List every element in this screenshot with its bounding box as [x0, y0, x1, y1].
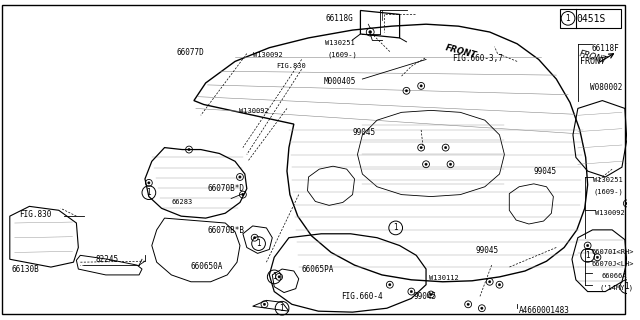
Text: 1: 1: [280, 304, 284, 313]
Circle shape: [420, 147, 422, 149]
Circle shape: [488, 281, 491, 283]
Text: 1: 1: [585, 251, 590, 260]
Circle shape: [263, 303, 266, 306]
Text: FRONT: FRONT: [578, 49, 608, 66]
Circle shape: [425, 163, 428, 165]
Text: ('14MY-): ('14MY-): [600, 285, 634, 291]
Circle shape: [148, 182, 150, 184]
Circle shape: [586, 244, 589, 247]
Text: 99045: 99045: [353, 128, 376, 137]
Bar: [560, 9, 621, 28]
Text: W130251: W130251: [325, 40, 355, 46]
Circle shape: [253, 236, 256, 239]
Circle shape: [626, 202, 628, 204]
Circle shape: [369, 30, 372, 34]
Text: 66070I<RH>: 66070I<RH>: [591, 250, 634, 255]
Text: W130092: W130092: [239, 108, 269, 115]
Text: FIG.660-4: FIG.660-4: [341, 292, 383, 300]
Text: W130092: W130092: [253, 52, 282, 58]
Text: FRONT: FRONT: [444, 43, 477, 60]
Text: W130112: W130112: [429, 275, 459, 281]
Text: (1609-): (1609-): [593, 189, 623, 195]
Text: FRONT: FRONT: [580, 58, 605, 67]
Text: W080002: W080002: [589, 83, 622, 92]
Text: 1: 1: [566, 14, 570, 23]
Circle shape: [430, 293, 432, 296]
Circle shape: [499, 284, 500, 286]
Text: W130092: W130092: [595, 210, 625, 216]
Text: 66066A: 66066A: [602, 273, 627, 279]
Text: FIG.830: FIG.830: [276, 63, 306, 69]
Text: 66070J<LH>: 66070J<LH>: [591, 261, 634, 267]
Text: 66077D: 66077D: [176, 48, 204, 57]
Circle shape: [242, 193, 244, 196]
Text: 66118F: 66118F: [591, 44, 620, 53]
Text: FIG.830: FIG.830: [20, 210, 52, 219]
Circle shape: [410, 290, 413, 293]
Text: 1: 1: [394, 223, 398, 232]
Text: M000405: M000405: [323, 77, 356, 86]
Text: 1: 1: [272, 272, 276, 281]
Text: 82245: 82245: [96, 255, 119, 264]
Circle shape: [405, 90, 408, 92]
Text: 99045: 99045: [413, 292, 436, 300]
Text: W130251: W130251: [593, 177, 622, 183]
Circle shape: [239, 176, 241, 178]
Text: 99045: 99045: [534, 167, 557, 176]
Text: A4660001483: A4660001483: [519, 306, 570, 315]
Text: 1: 1: [147, 188, 151, 197]
Circle shape: [449, 163, 452, 165]
Circle shape: [596, 256, 598, 259]
Text: 1: 1: [256, 239, 261, 248]
Text: (1609-): (1609-): [327, 52, 357, 58]
Text: 0451S: 0451S: [576, 14, 605, 24]
Text: 66283: 66283: [172, 198, 193, 204]
Text: 660650A: 660650A: [191, 262, 223, 271]
Circle shape: [420, 85, 422, 87]
Circle shape: [278, 276, 280, 278]
Text: 66070B*D: 66070B*D: [207, 184, 244, 193]
Text: 1: 1: [625, 282, 629, 291]
Text: 99045: 99045: [476, 245, 499, 254]
Circle shape: [388, 284, 391, 286]
Text: 66065PA: 66065PA: [301, 265, 334, 274]
Circle shape: [481, 307, 483, 309]
Text: 66130B: 66130B: [12, 265, 40, 274]
Circle shape: [444, 147, 447, 149]
Text: 66118G: 66118G: [325, 14, 353, 23]
Circle shape: [188, 148, 190, 151]
Text: 66070B*B: 66070B*B: [207, 226, 244, 235]
Circle shape: [467, 303, 469, 306]
Text: FIG.660-3,7: FIG.660-3,7: [452, 53, 504, 63]
